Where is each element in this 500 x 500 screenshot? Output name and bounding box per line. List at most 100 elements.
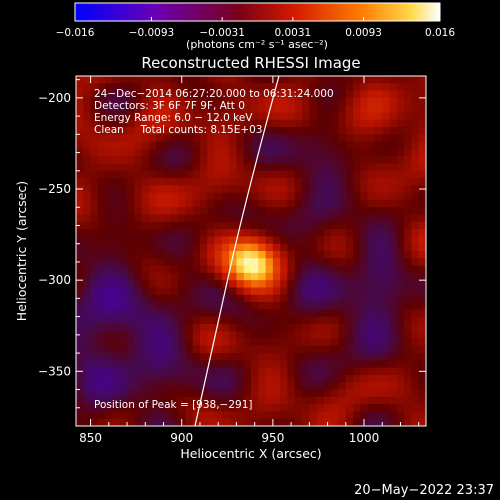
- heatmap-cell: [156, 156, 165, 165]
- heatmap-cell: [258, 302, 267, 310]
- heatmap-cell: [229, 236, 238, 245]
- heatmap-cell: [236, 141, 245, 150]
- heatmap-cell: [302, 163, 310, 172]
- heatmap-cell: [119, 382, 128, 391]
- heatmap-cell: [221, 353, 230, 361]
- heatmap-cell: [345, 353, 354, 361]
- heatmap-cell: [156, 404, 165, 413]
- heatmap-cell: [134, 148, 143, 157]
- heatmap-cell: [97, 236, 106, 245]
- heatmap-cell: [251, 243, 259, 252]
- heatmap-cell: [404, 316, 413, 325]
- heatmap-cell: [83, 323, 92, 332]
- heatmap-cell: [294, 185, 303, 194]
- heatmap-cell: [163, 389, 172, 398]
- heatmap-cell: [207, 127, 216, 135]
- heatmap-cell: [287, 367, 296, 376]
- heatmap-cell: [156, 105, 165, 114]
- heatmap-cell: [90, 258, 99, 267]
- heatmap-cell: [134, 97, 143, 106]
- heatmap-cell: [156, 309, 165, 318]
- heatmap-cell: [331, 207, 340, 216]
- heatmap-cell: [338, 389, 347, 398]
- heatmap-cell: [243, 396, 252, 405]
- heatmap-cell: [178, 141, 186, 150]
- heatmap-cell: [353, 251, 361, 259]
- heatmap-cell: [76, 156, 84, 165]
- heatmap-cell: [396, 360, 405, 369]
- heatmap-cell: [360, 221, 369, 230]
- heatmap-cell: [287, 265, 296, 274]
- heatmap-cell: [192, 243, 201, 252]
- heatmap-cell: [214, 396, 223, 405]
- heatmap-cell: [221, 243, 230, 252]
- heatmap-cell: [374, 243, 383, 252]
- heatmap-cell: [294, 411, 303, 420]
- heatmap-cell: [76, 411, 84, 420]
- heatmap-cell: [236, 258, 245, 267]
- heatmap-cell: [207, 178, 216, 186]
- heatmap-cell: [331, 83, 340, 92]
- heatmap-cell: [170, 192, 179, 201]
- heatmap-cell: [265, 90, 274, 99]
- heatmap-cell: [163, 170, 172, 179]
- heatmap-cell: [280, 272, 289, 281]
- heatmap-cell: [309, 404, 318, 413]
- heatmap-cell: [112, 309, 121, 318]
- heatmap-cell: [214, 294, 223, 303]
- heatmap-cell: [119, 112, 128, 121]
- heatmap-cell: [134, 185, 143, 194]
- heatmap-cell: [345, 127, 354, 135]
- heatmap-cell: [265, 338, 274, 347]
- heatmap-cell: [192, 389, 201, 398]
- heatmap-cell: [389, 258, 398, 267]
- heatmap-cell: [112, 192, 121, 201]
- heatmap-cell: [418, 156, 426, 165]
- heatmap-cell: [127, 214, 135, 223]
- heatmap-cell: [141, 97, 150, 106]
- heatmap-cell: [265, 119, 274, 128]
- heatmap-cell: [185, 156, 194, 165]
- heatmap-cell: [97, 265, 106, 274]
- heatmap-cell: [83, 251, 92, 259]
- heatmap-cell: [353, 221, 361, 230]
- heatmap-cell: [338, 323, 347, 332]
- heatmap-cell: [418, 389, 426, 398]
- heatmap-cell: [207, 265, 216, 274]
- heatmap-cell: [185, 353, 194, 361]
- heatmap-cell: [389, 236, 398, 245]
- heatmap-cell: [221, 83, 230, 92]
- heatmap-cell: [367, 360, 376, 369]
- heatmap-cell: [353, 141, 361, 150]
- heatmap-cell: [127, 382, 135, 391]
- heatmap-cell: [236, 192, 245, 201]
- heatmap-cell: [404, 112, 413, 121]
- heatmap-cell: [302, 294, 310, 303]
- heatmap-cell: [112, 396, 121, 405]
- heatmap-cell: [418, 360, 426, 369]
- heatmap-cell: [148, 396, 157, 405]
- heatmap-cell: [294, 90, 303, 99]
- heatmap-cell: [214, 258, 223, 267]
- heatmap-cell: [90, 251, 99, 259]
- heatmap-cell: [236, 105, 245, 114]
- heatmap-cell: [309, 287, 318, 296]
- heatmap-cell: [418, 148, 426, 157]
- heatmap-cell: [338, 83, 347, 92]
- heatmap-cell: [90, 90, 99, 99]
- heatmap-cell: [163, 418, 172, 426]
- heatmap-cell: [367, 105, 376, 114]
- heatmap-cell: [76, 214, 84, 223]
- heatmap-cell: [83, 265, 92, 274]
- heatmap-cell: [367, 83, 376, 92]
- heatmap-cell: [287, 309, 296, 318]
- heatmap-cell: [345, 294, 354, 303]
- x-tick-label: 950: [261, 431, 284, 445]
- heatmap-cell: [302, 316, 310, 325]
- heatmap-cell: [90, 360, 99, 369]
- heatmap-cell: [185, 141, 194, 150]
- heatmap-cell: [287, 243, 296, 252]
- heatmap-cell: [345, 280, 354, 289]
- heatmap-cell: [170, 199, 179, 208]
- heatmap-cell: [207, 141, 216, 150]
